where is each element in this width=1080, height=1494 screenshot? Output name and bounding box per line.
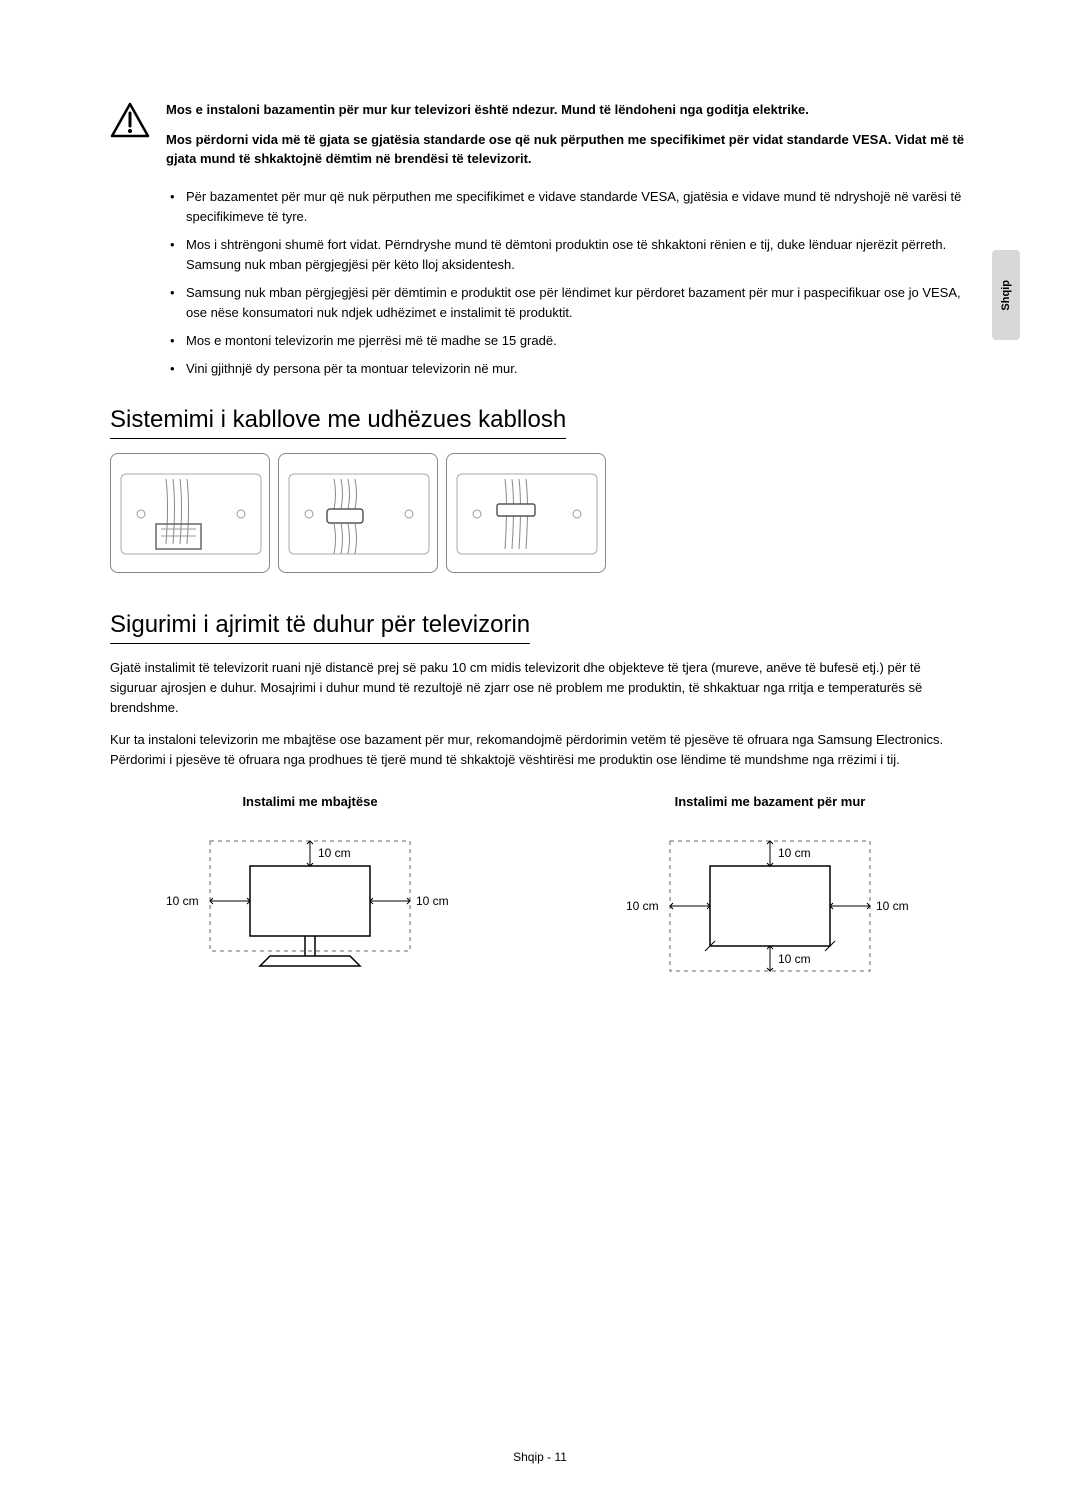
cable-diagram-1	[110, 453, 270, 573]
cable-diagram-3	[446, 453, 606, 573]
warning-icon	[110, 102, 150, 138]
label-left: 10 cm	[626, 899, 659, 913]
stand-diagram: Instalimi me mbajtëse 10 cm 10 cm 10 cm	[160, 794, 460, 991]
stand-diagram-svg: 10 cm 10 cm 10 cm	[160, 821, 460, 991]
label-right: 10 cm	[416, 894, 449, 908]
label-right: 10 cm	[876, 899, 909, 913]
stand-diagram-title: Instalimi me mbajtëse	[160, 794, 460, 809]
bullet-item: Mos e montoni televizorin me pjerrësi më…	[170, 331, 970, 351]
wall-diagram: Instalimi me bazament për mur 10 cm 10 c…	[620, 794, 920, 991]
ventilation-diagrams: Instalimi me mbajtëse 10 cm 10 cm 10 cm …	[110, 794, 970, 991]
section-title-cables: Sistemimi i kabllove me udhëzues kabllos…	[110, 406, 566, 439]
label-top: 10 cm	[778, 846, 811, 860]
language-tab: Shqip	[992, 250, 1020, 340]
wall-diagram-title: Instalimi me bazament për mur	[620, 794, 920, 809]
warning-text: Mos e instaloni bazamentin për mur kur t…	[166, 100, 970, 179]
page-footer: Shqip - 11	[0, 1450, 1080, 1464]
ventilation-para-1: Gjatë instalimit të televizorit ruani nj…	[110, 658, 970, 718]
warning-line-2: Mos përdorni vida më të gjata se gjatësi…	[166, 130, 970, 169]
label-left: 10 cm	[166, 894, 199, 908]
ventilation-para-2: Kur ta instaloni televizorin me mbajtëse…	[110, 730, 970, 770]
bullet-item: Samsung nuk mban përgjegjësi për dëmtimi…	[170, 283, 970, 323]
cable-diagram-2	[278, 453, 438, 573]
bullet-item: Mos i shtrëngoni shumë fort vidat. Përnd…	[170, 235, 970, 275]
wall-diagram-svg: 10 cm 10 cm 10 cm 10 cm	[620, 821, 920, 991]
warning-line-1: Mos e instaloni bazamentin për mur kur t…	[166, 100, 970, 120]
label-top: 10 cm	[318, 846, 351, 860]
bullet-item: Për bazamentet për mur që nuk përputhen …	[170, 187, 970, 227]
warning-bullet-list: Për bazamentet për mur që nuk përputhen …	[170, 187, 970, 380]
warning-block: Mos e instaloni bazamentin për mur kur t…	[110, 100, 970, 179]
cable-illustrations	[110, 453, 970, 573]
label-bottom: 10 cm	[778, 952, 811, 966]
section-title-ventilation: Sigurimi i ajrimit të duhur për televizo…	[110, 611, 530, 644]
language-tab-label: Shqip	[1000, 280, 1012, 311]
bullet-item: Vini gjithnjë dy persona për ta montuar …	[170, 359, 970, 379]
